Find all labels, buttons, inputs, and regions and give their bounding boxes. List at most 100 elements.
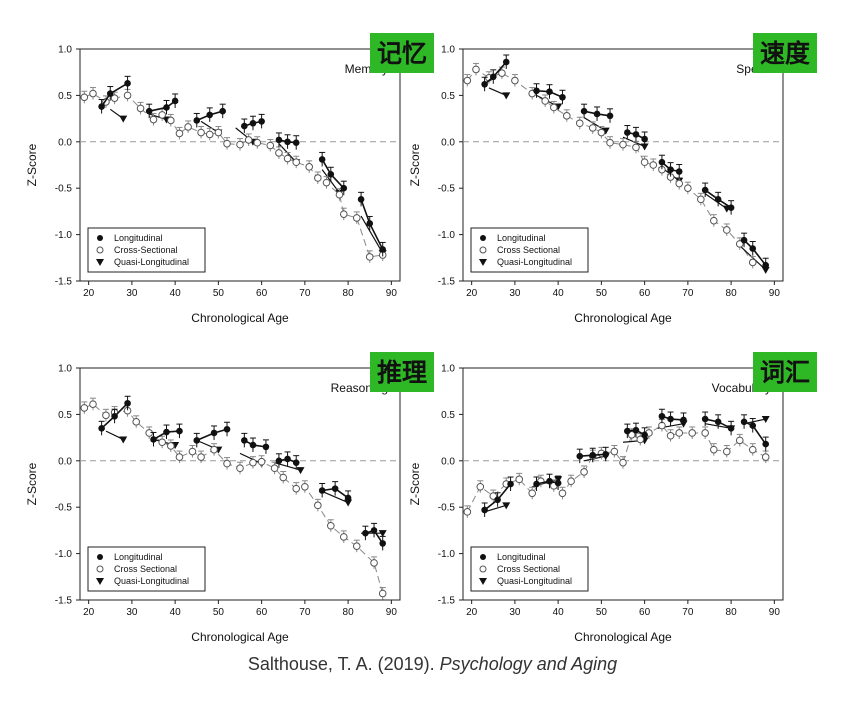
x-tick-label: 50 bbox=[596, 288, 608, 299]
longitudinal-point bbox=[206, 111, 214, 119]
cross-sectional-point bbox=[197, 128, 205, 137]
longitudinal-point bbox=[533, 87, 540, 95]
cross-sectional-point bbox=[666, 431, 675, 440]
longitudinal-point bbox=[559, 93, 566, 101]
y-tick-label: -0.5 bbox=[438, 503, 456, 514]
cross-sectional-point bbox=[370, 559, 378, 567]
cn-label-badge bbox=[753, 33, 817, 73]
cross-sectional-point bbox=[279, 473, 288, 482]
longitudinal-point bbox=[327, 170, 335, 178]
cross-sectional-point bbox=[632, 143, 640, 152]
legend-cross-sectional-marker bbox=[96, 565, 104, 573]
y-tick-label: -1.0 bbox=[438, 230, 456, 241]
y-axis-title: Z-Score bbox=[25, 143, 39, 186]
legend-label: Cross Sectional bbox=[497, 564, 560, 574]
cross-sectional-point bbox=[188, 447, 197, 456]
longitudinal-point bbox=[370, 527, 378, 534]
y-axis-title: Z-Score bbox=[408, 143, 422, 186]
y-tick-label: 0.5 bbox=[58, 410, 72, 421]
cross-sectional-point bbox=[710, 216, 718, 225]
x-tick-label: 50 bbox=[596, 607, 608, 618]
longitudinal-point bbox=[624, 129, 631, 136]
longitudinal-point bbox=[762, 440, 770, 448]
longitudinal-point bbox=[241, 122, 248, 130]
cn-label-badge bbox=[370, 352, 434, 392]
cross-sectional-point bbox=[136, 104, 145, 113]
y-tick-label: -0.5 bbox=[55, 184, 73, 195]
cross-sectional-point bbox=[314, 174, 322, 182]
longitudinal-point bbox=[219, 107, 227, 115]
cross-sectional-point bbox=[145, 429, 153, 437]
x-tick-label: 20 bbox=[83, 607, 95, 618]
cross-sectional-point bbox=[710, 445, 718, 454]
legend-longitudinal-marker bbox=[480, 235, 486, 241]
longitudinal-point bbox=[624, 427, 631, 435]
panel-reasoning: 20 30 40 50 60 70 80 90 1.0 0.5 0.0 -0.5 -1.0 -1.5 Chr… bbox=[25, 352, 434, 644]
x-tick-label: 80 bbox=[343, 607, 355, 618]
x-tick-label: 30 bbox=[126, 288, 138, 299]
legend-box bbox=[87, 546, 206, 592]
longitudinal-point bbox=[701, 415, 709, 423]
x-tick-label: 30 bbox=[509, 288, 521, 299]
longitudinal-point bbox=[481, 506, 488, 514]
legend-cross-sectional-marker bbox=[96, 246, 104, 254]
longitudinal-point bbox=[714, 418, 722, 426]
cross-sectional-point bbox=[335, 190, 344, 199]
x-tick-label: 50 bbox=[213, 288, 225, 299]
citation-journal: Psychology and Aging bbox=[439, 654, 618, 674]
longitudinal-point bbox=[749, 245, 757, 252]
y-tick-label: -1.5 bbox=[438, 596, 456, 607]
longitudinal-point bbox=[593, 110, 601, 118]
x-tick-label: 30 bbox=[126, 607, 138, 618]
cross-sectional-point bbox=[748, 445, 757, 454]
x-axis-title: Chronological Age bbox=[574, 630, 672, 644]
quasi-longitudinal-point bbox=[640, 143, 649, 151]
y-tick-label: -1.5 bbox=[438, 277, 456, 288]
cross-sectional-point bbox=[550, 103, 558, 112]
cross-sectional-point bbox=[722, 226, 731, 234]
cross-sectional-point bbox=[588, 124, 597, 132]
longitudinal-point bbox=[667, 415, 674, 423]
longitudinal-point bbox=[249, 119, 257, 127]
longitudinal-point bbox=[292, 139, 300, 147]
longitudinal-point bbox=[193, 117, 201, 124]
cn-label-text: 速度 bbox=[760, 39, 810, 68]
cross-sectional-point bbox=[619, 458, 627, 467]
y-tick-label: -1.0 bbox=[55, 230, 73, 241]
longitudinal-point bbox=[658, 412, 666, 420]
cn-label-badge bbox=[370, 33, 434, 73]
longitudinal-point bbox=[606, 112, 614, 120]
x-axis-title: Chronological Age bbox=[191, 630, 289, 644]
panel-speed: 20 30 40 50 60 70 80 90 1.0 0.5 0.0 -0.5 -1.0 -1.5 Chr… bbox=[408, 33, 817, 325]
quasi-longitudinal-point bbox=[601, 127, 610, 135]
cross-sectional-point bbox=[722, 447, 731, 456]
cross-sectional-point bbox=[610, 447, 619, 456]
x-tick-label: 70 bbox=[682, 607, 694, 618]
cross-sectional-point bbox=[515, 475, 524, 484]
longitudinal-point bbox=[150, 436, 157, 443]
cross-sectional-point bbox=[735, 240, 744, 248]
longitudinal-point bbox=[533, 480, 540, 488]
x-tick-label: 80 bbox=[726, 288, 738, 299]
cross-sectional-point bbox=[640, 158, 649, 167]
longitudinal-point bbox=[580, 107, 588, 115]
legend-label: Cross Sectional bbox=[497, 245, 560, 255]
longitudinal-point bbox=[241, 437, 248, 444]
y-axis-title: Z-Score bbox=[408, 462, 422, 505]
longitudinal-point bbox=[727, 204, 735, 211]
x-axis-title: Chronological Age bbox=[574, 311, 672, 325]
longitudinal-point bbox=[658, 158, 666, 166]
y-tick-label: -1.0 bbox=[55, 549, 73, 560]
longitudinal-point bbox=[675, 168, 683, 175]
panel-memory: 20 30 40 50 60 70 80 90 1.0 0.5 0.0 -0.5 -1.0 -1.5 Chr… bbox=[25, 33, 434, 325]
x-tick-label: 30 bbox=[509, 607, 521, 618]
cross-sectional-point bbox=[158, 438, 166, 447]
cross-sectional-point bbox=[463, 76, 472, 85]
legend-label: Longitudinal bbox=[497, 233, 546, 243]
longitudinal-point bbox=[740, 236, 748, 244]
cross-sectional-point bbox=[688, 429, 696, 437]
quasi-longitudinal-point bbox=[378, 530, 387, 538]
longitudinal-point bbox=[379, 540, 387, 547]
longitudinal-point bbox=[362, 529, 369, 537]
citation-authors: Salthouse, T. A. (2019). bbox=[247, 654, 440, 674]
